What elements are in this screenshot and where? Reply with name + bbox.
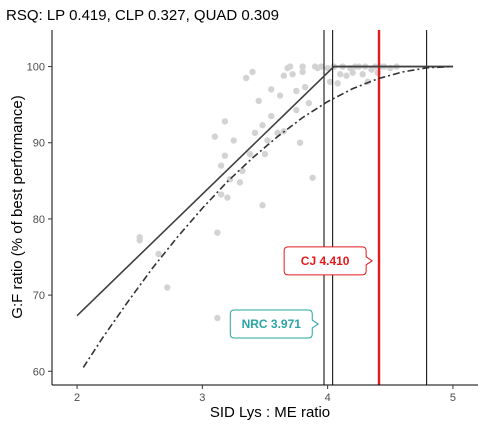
data-point <box>286 63 294 70</box>
data-point <box>251 129 259 137</box>
data-point <box>164 284 171 291</box>
data-point <box>336 70 344 78</box>
data-point <box>299 68 306 76</box>
y-tick-label: 80 <box>33 214 45 226</box>
data-point <box>217 191 225 198</box>
data-point <box>211 133 219 140</box>
data-point <box>305 99 313 107</box>
plot-area: 2 3 4 5 60 70 80 90 100 CJ 4.410 NRC 3.971 <box>27 30 478 404</box>
data-point <box>293 106 300 114</box>
data-point <box>239 167 246 175</box>
series-line-quad <box>82 65 453 368</box>
data-point <box>214 229 221 236</box>
data-point <box>280 72 287 79</box>
data-point <box>299 63 306 70</box>
data-point <box>349 69 356 76</box>
data-point <box>136 234 143 241</box>
data-point <box>221 118 229 125</box>
data-point <box>276 92 284 99</box>
data-point <box>249 68 256 76</box>
data-point <box>246 150 254 158</box>
data-point <box>326 78 334 86</box>
data-point <box>296 139 304 146</box>
data-point <box>217 162 225 169</box>
data-point <box>224 194 231 201</box>
data-point <box>261 150 269 158</box>
callout-label: NRC 3.971 <box>242 317 302 331</box>
callout-box <box>283 246 374 276</box>
data-point <box>293 87 300 95</box>
data-point <box>255 97 262 105</box>
data-point <box>243 74 250 82</box>
data-point <box>230 137 237 144</box>
data-point <box>301 83 309 91</box>
data-point <box>259 202 266 209</box>
y-tick-label: 90 <box>33 138 45 150</box>
chart-title: RSQ: LP 0.419, CLP 0.327, QUAD 0.309 <box>6 7 279 24</box>
data-point <box>155 250 162 258</box>
data-point <box>343 72 350 79</box>
data-point <box>318 63 325 70</box>
data-point <box>259 122 266 129</box>
y-tick-label: 60 <box>33 366 45 378</box>
x-axis-label: SID Lys : ME ratio <box>210 404 330 421</box>
data-point <box>324 64 331 72</box>
data-point <box>289 70 296 78</box>
data-point <box>359 70 366 78</box>
x-tick-label: 2 <box>74 392 80 404</box>
y-axis-label: G:F ratio (% of best performance) <box>9 95 26 318</box>
x-tick-label: 5 <box>450 392 456 404</box>
callout-box <box>229 309 320 339</box>
data-point <box>268 86 275 93</box>
data-point <box>268 112 275 120</box>
data-point <box>236 179 244 186</box>
data-point <box>221 152 229 159</box>
x-tick-label: 3 <box>199 392 205 404</box>
x-tick-label: 4 <box>325 392 331 404</box>
data-point <box>264 137 271 144</box>
callout-label: CJ 4.410 <box>301 254 350 268</box>
data-point <box>309 174 316 181</box>
y-tick-label: 70 <box>33 290 45 302</box>
series-line-lp <box>76 65 453 317</box>
data-point <box>334 80 341 87</box>
data-point <box>214 314 221 322</box>
y-tick-label: 100 <box>27 62 45 74</box>
